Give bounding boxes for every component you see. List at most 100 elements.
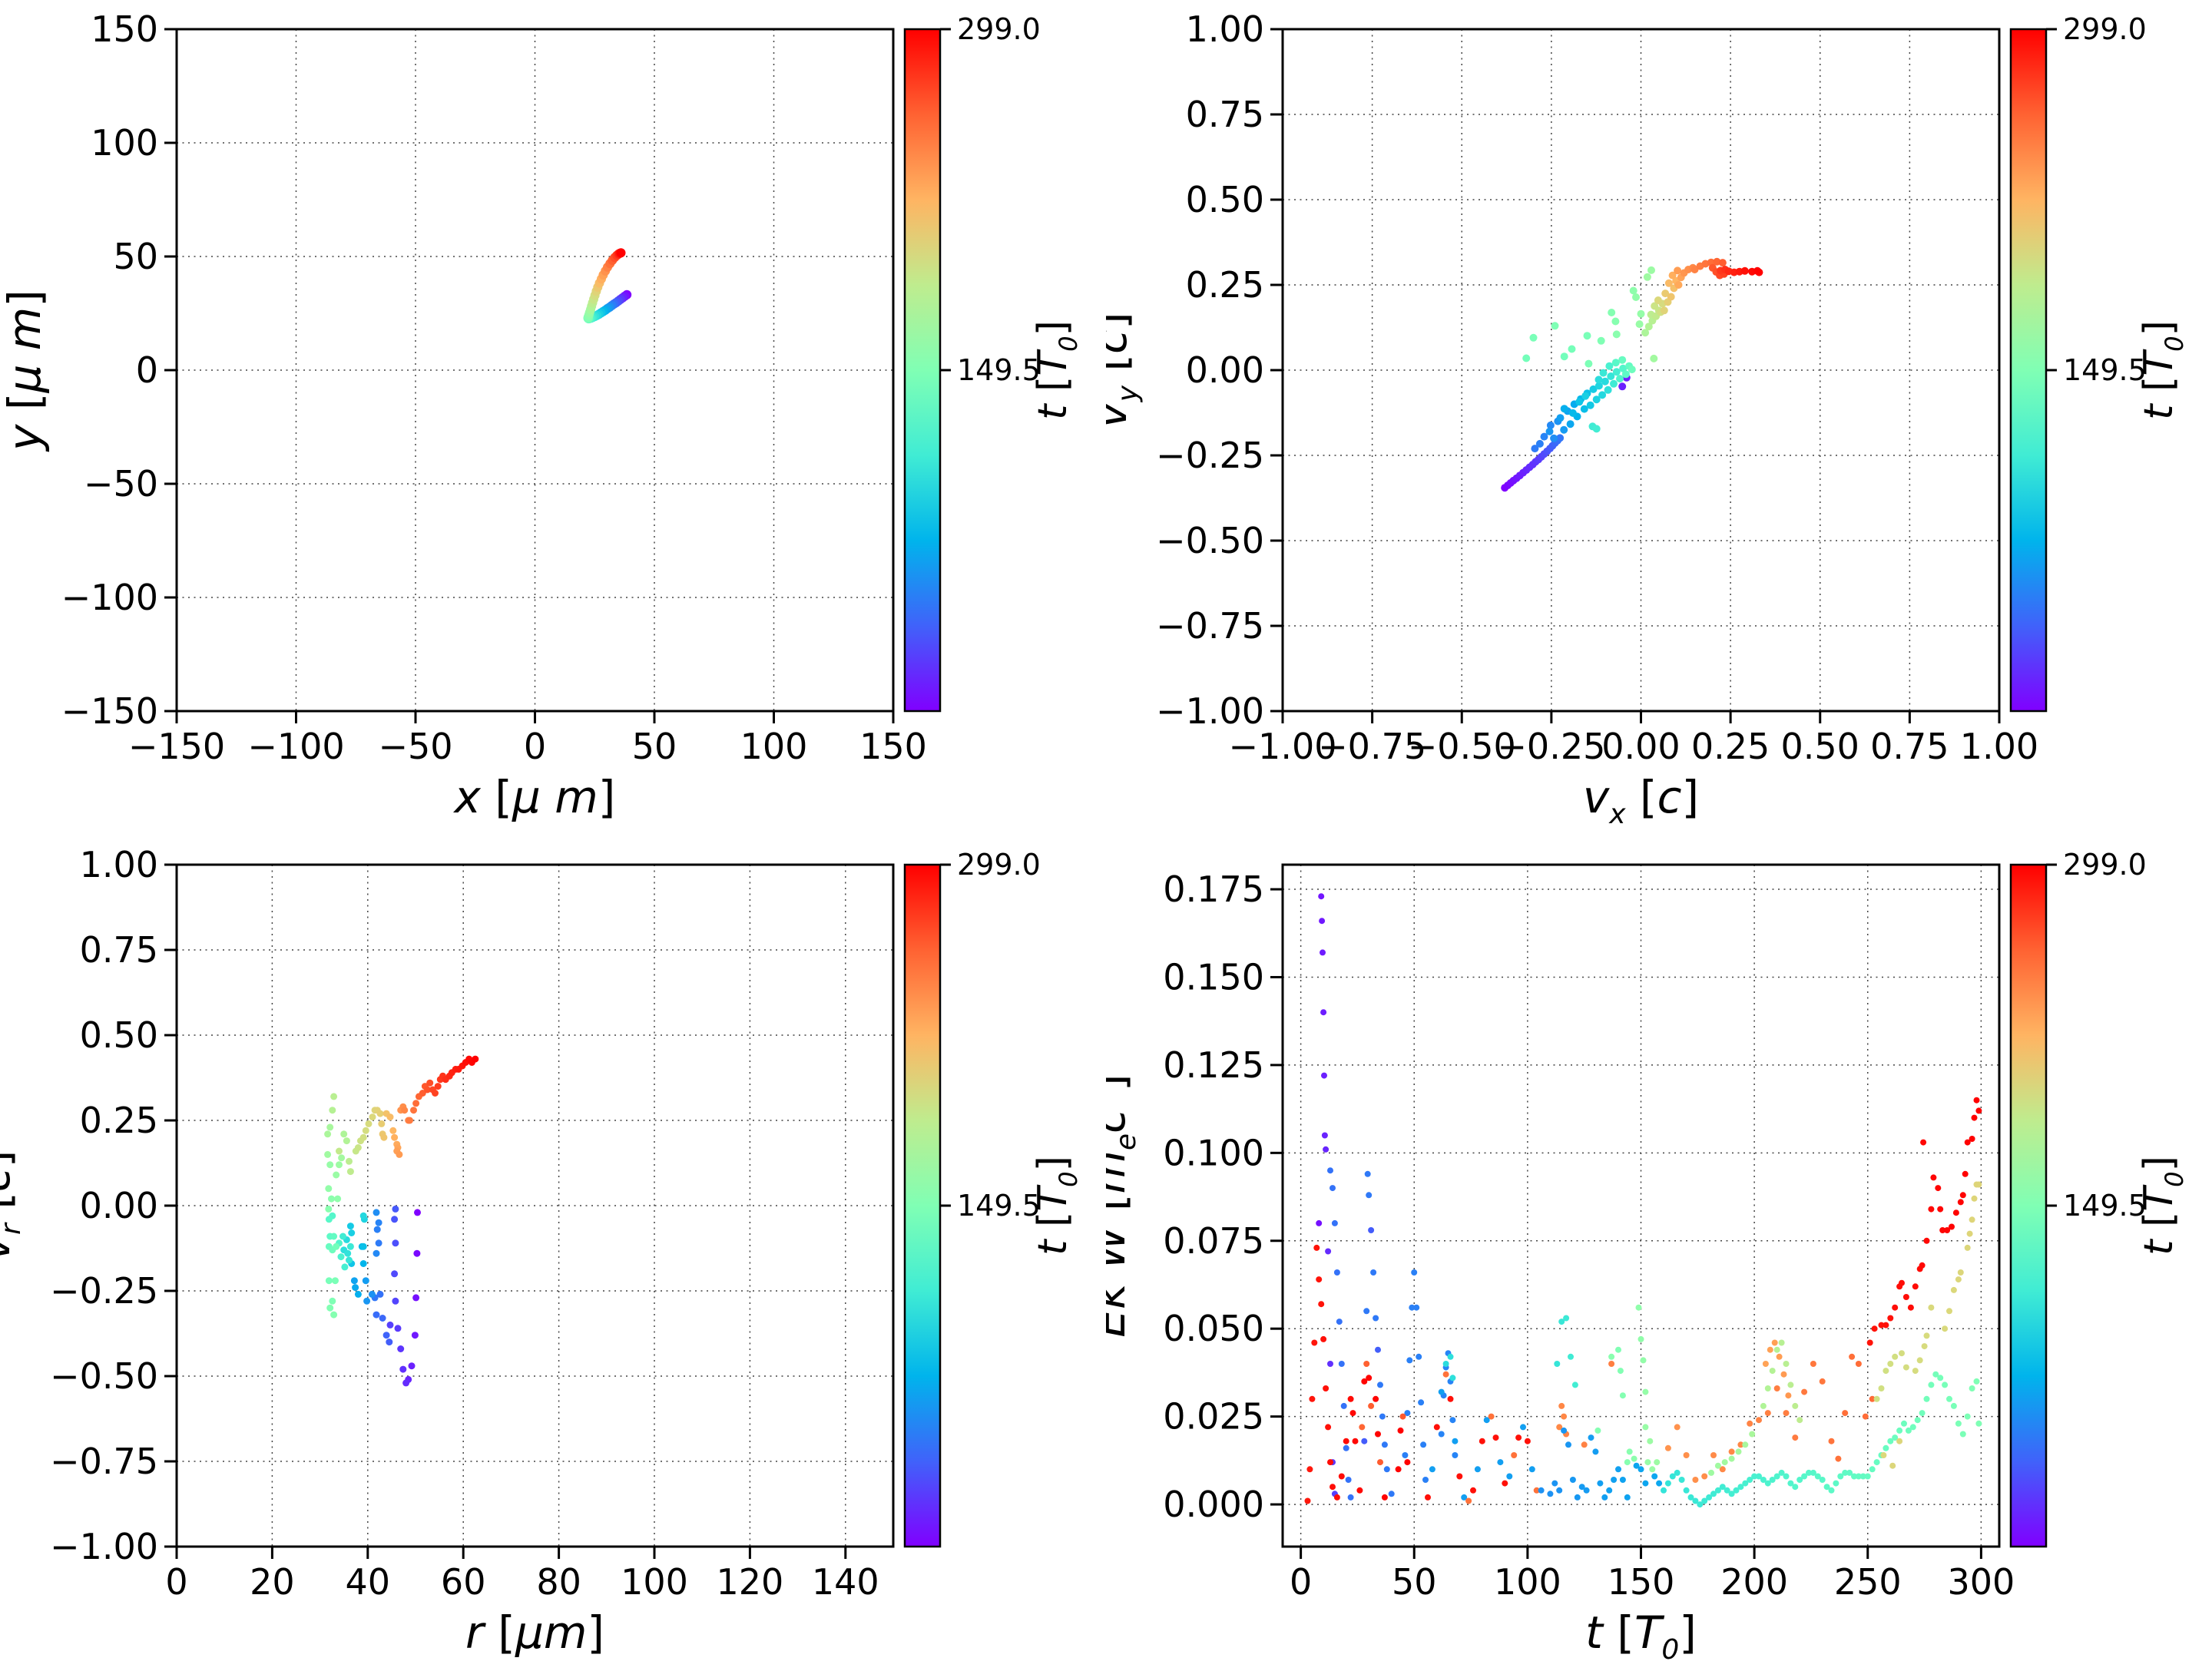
y-tick-label: 0.050 — [1163, 1308, 1264, 1349]
y-tick-label: 0.075 — [1163, 1220, 1264, 1262]
y-tick-label: −150 — [61, 690, 158, 732]
x-tick-label: 60 — [441, 1561, 486, 1603]
axis-ticks — [1270, 28, 2001, 723]
y-tick-label: −0.25 — [1156, 435, 1264, 476]
y-axis-label: y [μ m] — [0, 290, 51, 452]
axis-ticks — [1270, 888, 1982, 1559]
y-tick-label: −0.75 — [1156, 605, 1264, 647]
y-tick-label: 0.75 — [80, 929, 158, 971]
y-tick-label: 0.125 — [1163, 1044, 1264, 1086]
x-tick-label: 150 — [1608, 1561, 1675, 1603]
y-tick-label: 0.175 — [1163, 869, 1264, 910]
colorbar: 299.0 149.5t [T0] — [2009, 848, 2189, 1548]
x-tick-label: 120 — [716, 1561, 783, 1603]
x-tick-label: 80 — [536, 1561, 581, 1603]
axis-tick-labels: 0 20 40 60 80 100 120 140 −1.00 −0.75 −0.50 −0.25 0.… — [50, 844, 879, 1603]
x-tick-label: −0.25 — [1497, 726, 1605, 767]
colorbar-gradient — [903, 863, 942, 1548]
y-tick-label: 0.25 — [1186, 264, 1264, 306]
x-tick-label: 100 — [740, 726, 808, 767]
colorbar-label: t [T0] — [1030, 1156, 1083, 1256]
y-tick-label: 50 — [113, 236, 158, 277]
y-tick-label: 0.50 — [1186, 179, 1264, 220]
x-tick-label: 40 — [346, 1561, 391, 1603]
colorbar-tick-label: 299.0 — [957, 12, 1041, 46]
colorbar-tick-label: 299.0 — [2063, 848, 2147, 882]
y-axis-label: Ek W [mec2] — [1106, 1074, 1142, 1337]
y-tick-label: 0.50 — [80, 1014, 158, 1056]
y-tick-label: −0.25 — [50, 1270, 158, 1312]
colorbar-label: t [T0] — [2136, 320, 2189, 420]
x-tick-label: 50 — [1392, 1561, 1437, 1603]
x-tick-label: −0.75 — [1318, 726, 1426, 767]
scatter-points — [583, 248, 632, 324]
y-tick-label: 150 — [91, 8, 158, 50]
gridlines — [176, 864, 893, 1547]
axis-ticks — [164, 863, 847, 1559]
colorbar: 299.0 149.5t [T0] — [2009, 12, 2189, 713]
y-tick-label: 0.100 — [1163, 1132, 1264, 1173]
x-tick-label: 100 — [1494, 1561, 1561, 1603]
colorbar-gradient — [2009, 863, 2048, 1548]
y-tick-label: −100 — [61, 577, 158, 618]
panel-velocity-vx-vy: −1.00−0.75−0.50−0.250.00 0.25 0.50 0.75 1.00… — [1106, 0, 2212, 836]
y-tick-label: −0.75 — [50, 1441, 158, 1482]
colorbar-tick-label: 149.5 — [957, 1189, 1041, 1223]
y-axis-label: vy [c] — [1106, 312, 1144, 428]
y-tick-label: 0.75 — [1186, 94, 1264, 135]
x-tick-label: 0 — [165, 1561, 187, 1603]
x-tick-label: 300 — [1947, 1561, 2015, 1603]
y-tick-label: 0.150 — [1163, 956, 1264, 998]
y-axis-label: vr [c] — [0, 1150, 27, 1262]
x-axis-label: t [T0] — [1585, 1606, 1697, 1666]
y-tick-label: 100 — [91, 122, 158, 164]
x-tick-label: 150 — [859, 726, 927, 767]
x-tick-label: 0.00 — [1601, 726, 1680, 767]
colorbar-tick-label: 149.5 — [2063, 1189, 2147, 1223]
x-tick-label: 1.00 — [1960, 726, 2038, 767]
scatter-points — [1304, 893, 1982, 1508]
x-tick-label: 20 — [250, 1561, 295, 1603]
panel-energy-vs-time: 0 50 100 150 200 250 300 0.000 0.025 0.050 0.075 0.… — [1106, 836, 2212, 1671]
colorbar-gradient — [903, 28, 942, 713]
x-tick-label: 0.75 — [1870, 726, 1949, 767]
colorbar-tick-label: 149.5 — [957, 353, 1041, 387]
x-tick-label: 0.25 — [1691, 726, 1770, 767]
y-tick-label: 0.00 — [1186, 349, 1264, 391]
scatter-points — [1501, 257, 1763, 492]
x-tick-label: 0 — [524, 726, 546, 767]
y-tick-label: 0.00 — [80, 1185, 158, 1226]
y-tick-label: −1.00 — [50, 1526, 158, 1567]
x-tick-label: 50 — [632, 726, 677, 767]
y-tick-label: 0.000 — [1163, 1484, 1264, 1525]
colorbar-tick-label: 299.0 — [2063, 12, 2147, 46]
scatter-points — [324, 1055, 479, 1387]
colorbar-label: t [T0] — [2136, 1156, 2189, 1256]
y-tick-label: 0.025 — [1163, 1396, 1264, 1438]
y-tick-label: −50 — [84, 463, 158, 505]
x-axis-label: vx [c] — [1583, 771, 1699, 830]
axis-tick-labels: −1.00−0.75−0.50−0.250.00 0.25 0.50 0.75 1.00… — [1156, 8, 2038, 767]
axis-tick-labels: 0 50 100 150 200 250 300 0.000 0.025 0.050 0.075 0.… — [1163, 869, 2015, 1603]
axis-ticks — [164, 28, 895, 723]
gridlines — [176, 28, 894, 712]
x-tick-label: −0.50 — [1408, 726, 1516, 767]
x-axis-label: x [μ m] — [453, 771, 616, 823]
y-tick-label: 0.25 — [80, 1100, 158, 1141]
x-tick-label: −100 — [247, 726, 344, 767]
x-tick-label: −1.00 — [1229, 726, 1337, 767]
axis-tick-labels: −150 −100 −50 0 50 100 150 −150 −100 −50 0 50 100 150 — [61, 8, 927, 767]
x-tick-label: 0 — [1290, 1561, 1312, 1603]
panel-trajectory-xy: −150 −100 −50 0 50 100 150 −150 −100 −50 0 50 100 150… — [0, 0, 1106, 836]
colorbar-label: t [T0] — [1030, 320, 1083, 420]
x-tick-label: −50 — [378, 726, 452, 767]
colorbar-tick-label: 149.5 — [2063, 353, 2147, 387]
y-tick-label: 1.00 — [80, 844, 158, 885]
x-tick-label: 140 — [812, 1561, 879, 1603]
y-tick-label: 1.00 — [1186, 8, 1264, 50]
y-tick-label: −1.00 — [1156, 690, 1264, 732]
x-axis-label: r [μm] — [465, 1606, 604, 1659]
colorbar: 299.0 149.5t [T0] — [903, 848, 1083, 1548]
x-tick-label: 0.50 — [1781, 726, 1859, 767]
